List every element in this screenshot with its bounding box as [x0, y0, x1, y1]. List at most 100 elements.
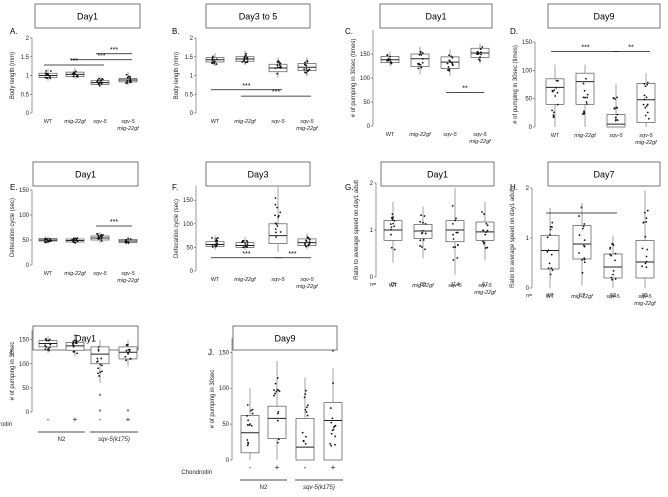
group-label: sqv-5(k175) — [98, 437, 130, 443]
y-tick-label: 2 — [190, 36, 194, 42]
data-point — [581, 227, 584, 230]
data-point — [217, 237, 219, 239]
n-value: 67 — [482, 282, 488, 288]
data-point — [96, 80, 99, 83]
y-tick-label: 1.5 — [185, 55, 194, 61]
panel-d: D. Day9 0 50 100 150# of pumping in 30sec (ti… — [510, 3, 661, 146]
x-tick-label: WT — [386, 132, 395, 138]
panel-label: A. — [10, 27, 18, 36]
data-point — [645, 217, 648, 220]
panel-title-box — [379, 3, 493, 29]
data-point — [304, 244, 307, 246]
data-point — [390, 226, 393, 229]
data-point — [211, 244, 214, 246]
data-point — [49, 70, 52, 72]
data-point — [241, 241, 243, 243]
data-point — [646, 83, 649, 86]
data-point — [329, 442, 332, 445]
data-point — [246, 444, 249, 447]
significance-label: *** — [242, 251, 250, 258]
data-point — [274, 228, 277, 230]
data-point — [98, 82, 101, 85]
data-point — [615, 118, 617, 121]
data-point — [483, 213, 485, 215]
data-point — [418, 53, 421, 56]
data-point — [305, 64, 308, 67]
data-point — [614, 278, 617, 280]
data-point — [305, 389, 307, 392]
panel-label: H. — [510, 183, 518, 192]
data-point — [584, 96, 586, 99]
data-point — [50, 240, 52, 242]
x-tick-label: sqv-5 — [478, 283, 492, 289]
data-point — [100, 240, 103, 242]
data-point — [334, 435, 337, 438]
data-point — [484, 247, 487, 249]
data-point — [334, 443, 336, 446]
data-point — [211, 246, 214, 248]
significance-label: ** — [462, 85, 468, 92]
data-point — [479, 48, 482, 50]
data-point — [481, 46, 484, 48]
data-point — [250, 424, 253, 427]
data-point — [613, 107, 616, 110]
data-point — [486, 224, 489, 227]
data-point — [422, 229, 424, 232]
data-point — [421, 57, 424, 60]
data-point — [481, 211, 483, 213]
data-point — [73, 71, 76, 74]
data-point — [274, 392, 276, 395]
box — [295, 418, 315, 461]
data-point — [246, 414, 248, 417]
data-point — [101, 364, 103, 367]
data-point — [125, 73, 128, 76]
significance-label: *** — [110, 47, 118, 54]
panel-title-box — [205, 161, 311, 187]
data-point — [452, 238, 455, 240]
y-tick-label: 50 — [222, 422, 229, 428]
data-point — [124, 240, 127, 243]
data-point — [449, 60, 452, 63]
data-point — [72, 345, 75, 348]
panel-title: Day1 — [75, 170, 96, 180]
data-point — [612, 273, 614, 276]
y-tick-label: 1 — [190, 74, 194, 80]
data-point — [245, 52, 247, 55]
data-point — [455, 231, 458, 234]
data-point — [456, 257, 459, 259]
data-point — [642, 103, 645, 106]
outlier-point: * — [74, 334, 77, 341]
x-tick-label: WT — [44, 271, 53, 277]
n-value: 57 — [579, 293, 585, 299]
data-point — [246, 243, 249, 246]
x-tick-label: mig-22gf — [412, 283, 434, 289]
data-point — [645, 260, 648, 263]
y-axis-label: # of pumping in 30sec — [10, 342, 16, 401]
data-point — [48, 349, 50, 352]
data-point — [646, 103, 649, 106]
panel-title-box — [232, 325, 338, 351]
data-point — [72, 342, 75, 344]
n-value: 85 — [642, 293, 648, 299]
data-point — [73, 238, 75, 240]
data-point — [211, 55, 214, 58]
data-point — [76, 240, 79, 243]
data-point — [551, 109, 553, 112]
data-point — [546, 251, 549, 253]
data-point — [72, 344, 75, 347]
data-point — [76, 352, 79, 355]
data-point — [616, 113, 619, 116]
box — [572, 225, 592, 260]
data-point — [76, 74, 79, 77]
y-tick-label: 0.5 — [21, 92, 30, 98]
x-tick-label: + — [126, 415, 131, 424]
data-point — [246, 241, 249, 243]
data-point — [556, 91, 559, 94]
data-point — [308, 68, 311, 71]
data-point — [129, 238, 132, 240]
data-point — [246, 424, 249, 426]
data-point — [551, 90, 554, 93]
data-point — [448, 69, 451, 72]
data-point — [274, 197, 277, 199]
data-point — [643, 94, 646, 97]
